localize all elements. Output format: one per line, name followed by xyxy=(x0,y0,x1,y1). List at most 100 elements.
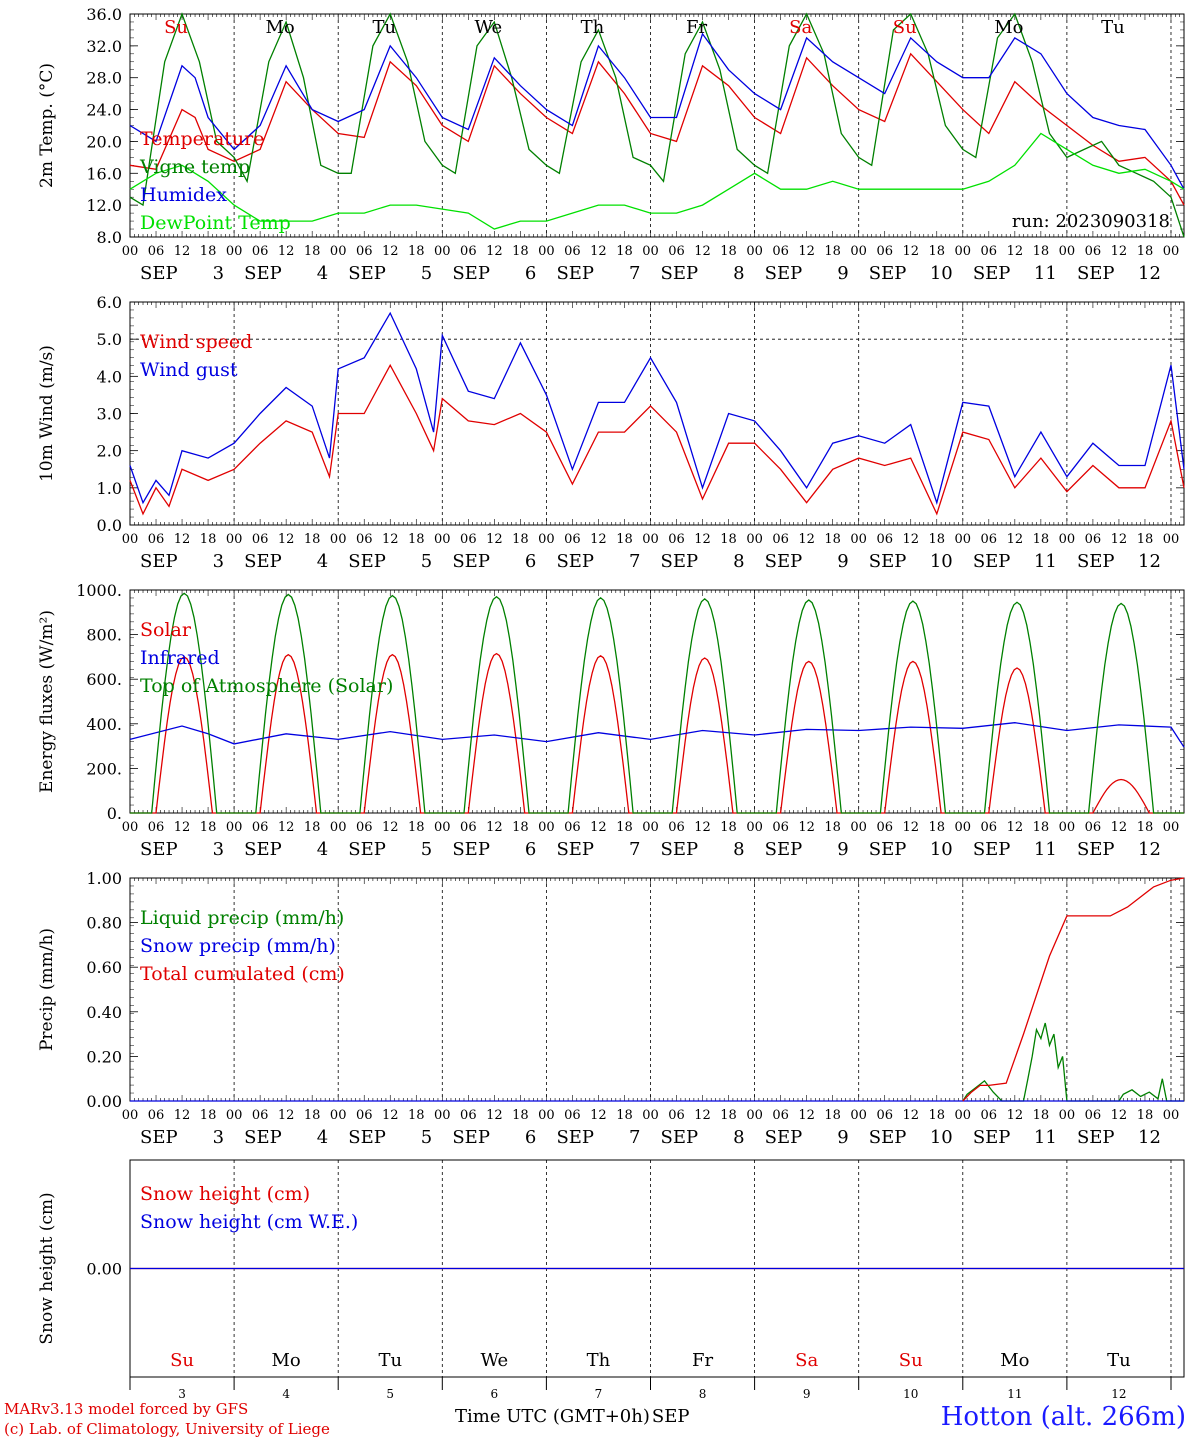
hour-label: 00 xyxy=(746,244,763,259)
bottom-day-number: 3 xyxy=(178,1387,186,1401)
hour-label: 18 xyxy=(512,820,529,835)
hour-label: 06 xyxy=(1085,1108,1102,1123)
day-label: 5 xyxy=(421,839,432,860)
month-label: SEP xyxy=(348,839,386,860)
hour-label: 06 xyxy=(148,532,165,547)
legend-entry: Snow height (cm) xyxy=(140,1183,310,1205)
y-tick-label: 0.20 xyxy=(86,1047,122,1066)
hour-label: 00 xyxy=(1059,532,1076,547)
month-label: SEP xyxy=(452,263,490,284)
hour-label: 18 xyxy=(824,244,841,259)
hour-label: 06 xyxy=(876,1108,893,1123)
legend-entry: Humidex xyxy=(140,184,227,206)
month-label: SEP xyxy=(556,263,594,284)
panel-frame xyxy=(129,13,1185,238)
y-tick-label: 4.0 xyxy=(97,367,122,386)
hour-label: 12 xyxy=(278,532,295,547)
hour-label: 12 xyxy=(278,244,295,259)
weekday-bottom-label: Su xyxy=(899,1350,923,1371)
hour-label: 18 xyxy=(1033,532,1050,547)
month-label: SEP xyxy=(244,263,282,284)
bottom-day-number: 12 xyxy=(1111,1387,1126,1401)
hour-label: 00 xyxy=(1163,820,1180,835)
legend-entry: Temperature xyxy=(140,128,264,150)
series-line-top-of-atmosphere-solar- xyxy=(130,592,1184,814)
day-label: 11 xyxy=(1034,263,1057,284)
hour-label: 06 xyxy=(252,1108,269,1123)
y-tick-label: 6.0 xyxy=(97,293,122,312)
hour-label: 12 xyxy=(382,1108,399,1123)
weekday-bottom-label: Tu xyxy=(1107,1350,1131,1371)
weekday-bottom-label: Sa xyxy=(795,1350,818,1371)
hour-label: 12 xyxy=(486,532,503,547)
month-label: SEP xyxy=(244,1127,282,1148)
hour-label: 00 xyxy=(226,244,243,259)
hour-label: 12 xyxy=(902,244,919,259)
y-tick-label: 800. xyxy=(86,626,122,645)
bottom-day-number: 4 xyxy=(282,1387,290,1401)
hour-label: 00 xyxy=(850,820,867,835)
legend-entry: Snow height (cm W.E.) xyxy=(140,1211,358,1233)
hour-label: 06 xyxy=(460,532,477,547)
y-tick-label: 36.0 xyxy=(86,5,122,24)
hour-label: 18 xyxy=(720,820,737,835)
hour-label: 12 xyxy=(486,820,503,835)
hour-label: 12 xyxy=(382,244,399,259)
run-annotation: run: 2023090318 xyxy=(1012,211,1170,232)
month-label: SEP xyxy=(973,1127,1011,1148)
series-line-liquid-precip-mm-h- xyxy=(962,1022,1184,1102)
series-line-vigne-temp xyxy=(129,12,1185,238)
hour-label: 18 xyxy=(512,1108,529,1123)
day-label: 8 xyxy=(733,263,744,284)
hour-label: 06 xyxy=(772,532,789,547)
hour-label: 12 xyxy=(590,244,607,259)
day-label: 8 xyxy=(733,1127,744,1148)
hour-label: 00 xyxy=(538,532,555,547)
hour-label: 12 xyxy=(902,820,919,835)
hour-label: 00 xyxy=(955,820,972,835)
weekday-bottom-label: We xyxy=(481,1350,509,1371)
day-label: 11 xyxy=(1034,551,1057,572)
day-label: 12 xyxy=(1138,551,1161,572)
month-label: SEP xyxy=(869,263,907,284)
day-label: 4 xyxy=(317,839,328,860)
hour-label: 18 xyxy=(200,820,217,835)
hour-label: 06 xyxy=(772,820,789,835)
weekday-top-label: Su xyxy=(164,17,188,38)
month-label: SEP xyxy=(973,839,1011,860)
hour-label: 06 xyxy=(876,820,893,835)
station-name: Hotton (alt. 266m) xyxy=(940,1402,1186,1432)
hour-label: 18 xyxy=(304,820,321,835)
month-label: SEP xyxy=(452,1127,490,1148)
y-tick-label: 5.0 xyxy=(97,330,122,349)
weekday-bottom-label: Su xyxy=(170,1350,194,1371)
hour-label: 00 xyxy=(642,820,659,835)
day-label: 11 xyxy=(1034,839,1057,860)
hour-label: 12 xyxy=(1111,820,1128,835)
month-label: SEP xyxy=(1077,263,1115,284)
day-label: 9 xyxy=(837,551,848,572)
hour-label: 12 xyxy=(902,532,919,547)
hour-label: 06 xyxy=(1085,820,1102,835)
hour-label: 00 xyxy=(955,1108,972,1123)
hour-label: 18 xyxy=(408,532,425,547)
month-label: SEP xyxy=(556,839,594,860)
day-label: 4 xyxy=(317,1127,328,1148)
month-label: SEP xyxy=(556,1127,594,1148)
hour-label: 12 xyxy=(590,532,607,547)
hour-label: 00 xyxy=(538,1108,555,1123)
bottom-day-number: 5 xyxy=(386,1387,394,1401)
day-label: 12 xyxy=(1138,263,1161,284)
hour-label: 00 xyxy=(330,532,347,547)
hour-label: 06 xyxy=(460,244,477,259)
y-tick-label: 600. xyxy=(86,670,122,689)
hour-label: 00 xyxy=(122,1108,139,1123)
day-label: 3 xyxy=(213,263,224,284)
hour-label: 00 xyxy=(1059,1108,1076,1123)
month-label: SEP xyxy=(140,839,178,860)
month-label: SEP xyxy=(348,263,386,284)
month-label: SEP xyxy=(869,551,907,572)
hour-label: 06 xyxy=(668,1108,685,1123)
hour-label: 06 xyxy=(1085,532,1102,547)
hour-label: 00 xyxy=(850,1108,867,1123)
